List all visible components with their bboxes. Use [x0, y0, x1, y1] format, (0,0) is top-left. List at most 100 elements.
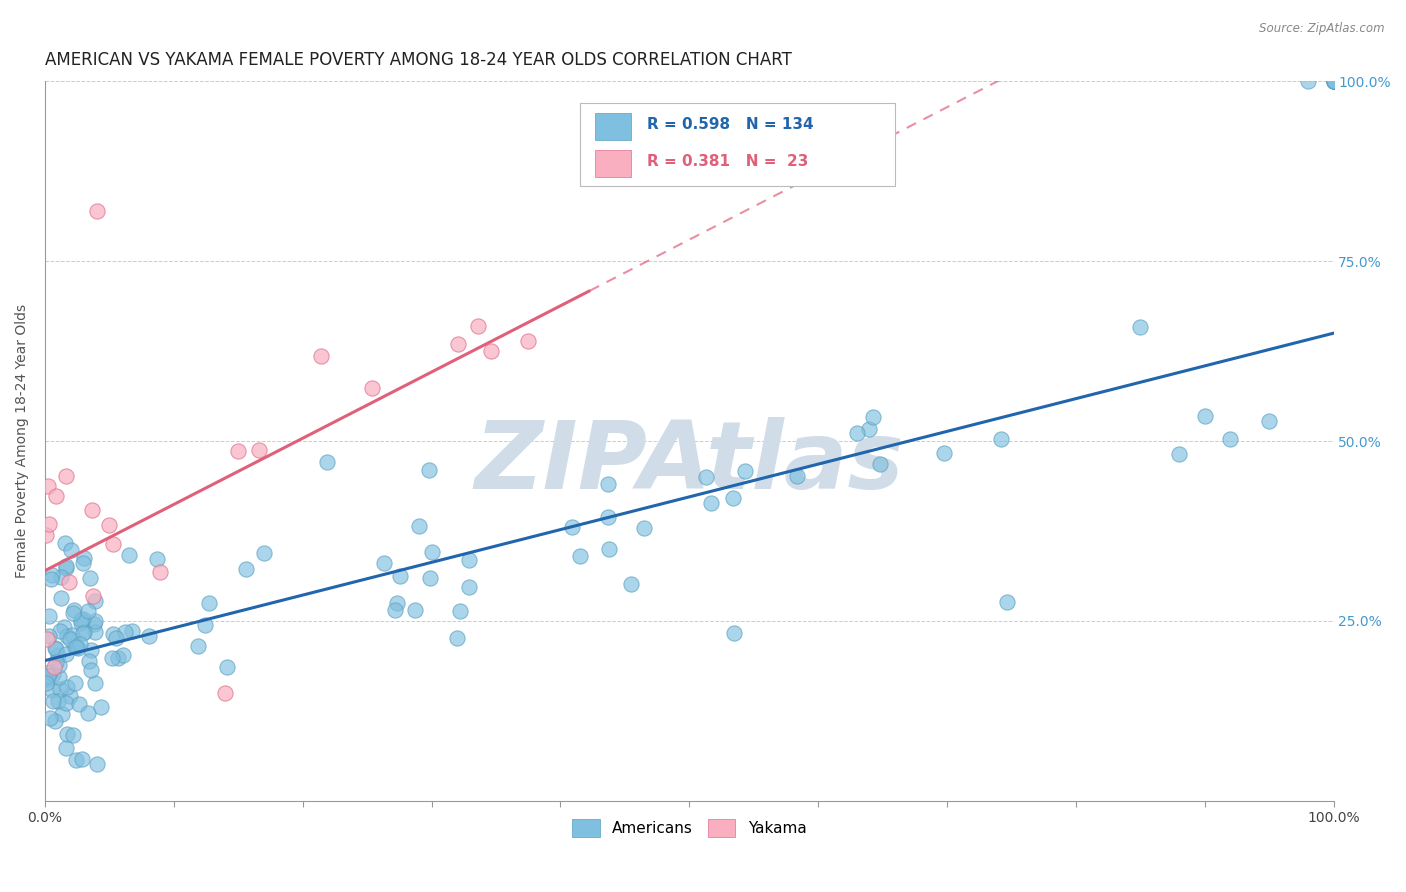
- Point: [42, 694, 65, 708]
- Point: [446, 336, 468, 351]
- Point: [77, 653, 100, 667]
- Point: [194, 618, 217, 632]
- Point: [38, 608, 60, 623]
- Point: [995, 595, 1018, 609]
- Point: [1322, 74, 1344, 88]
- Point: [598, 477, 620, 491]
- Point: [1322, 74, 1344, 88]
- Point: [420, 545, 443, 559]
- Point: [35, 527, 58, 541]
- Point: [568, 549, 591, 564]
- Point: [83, 594, 105, 608]
- Point: [699, 496, 721, 510]
- Point: [1129, 320, 1152, 334]
- Legend: Americans, Yakama: Americans, Yakama: [567, 813, 813, 844]
- Point: [44, 714, 66, 729]
- Point: [786, 468, 808, 483]
- Point: [70, 615, 93, 630]
- Point: [404, 603, 426, 617]
- Point: [138, 629, 160, 643]
- Point: [49, 682, 72, 697]
- Point: [34, 676, 56, 690]
- Point: [253, 546, 276, 560]
- Point: [103, 537, 125, 551]
- Point: [869, 457, 891, 471]
- Point: [1167, 447, 1189, 461]
- Point: [1194, 409, 1216, 423]
- Point: [73, 551, 96, 566]
- Text: ZIPAtlas: ZIPAtlas: [474, 417, 904, 508]
- Point: [217, 660, 239, 674]
- Point: [72, 625, 94, 640]
- Point: [37, 668, 59, 682]
- Point: [384, 603, 406, 617]
- Point: [561, 520, 583, 534]
- Point: [449, 604, 471, 618]
- Point: [101, 626, 124, 640]
- Point: [111, 648, 134, 662]
- Point: [315, 455, 337, 469]
- Point: [48, 624, 70, 638]
- Point: [69, 637, 91, 651]
- Point: [65, 640, 87, 655]
- Point: [1322, 74, 1344, 88]
- Point: [990, 432, 1012, 446]
- Point: [55, 696, 77, 710]
- Point: [72, 556, 94, 570]
- Point: [62, 606, 84, 620]
- Point: [309, 349, 332, 363]
- Point: [60, 543, 83, 558]
- Point: [65, 676, 87, 690]
- Point: [86, 756, 108, 771]
- Point: [77, 706, 100, 720]
- Point: [1322, 74, 1344, 88]
- Point: [83, 616, 105, 631]
- Point: [48, 670, 70, 684]
- Point: [408, 519, 430, 533]
- Point: [598, 541, 620, 556]
- Bar: [595, 112, 631, 140]
- Point: [84, 624, 107, 639]
- Point: [734, 464, 756, 478]
- Point: [385, 596, 408, 610]
- Point: [72, 612, 94, 626]
- Point: [107, 650, 129, 665]
- Point: [41, 567, 63, 582]
- Point: [481, 343, 503, 358]
- Point: [66, 640, 89, 655]
- Point: [197, 596, 219, 610]
- Point: [55, 559, 77, 574]
- Point: [388, 569, 411, 583]
- Point: [1219, 432, 1241, 446]
- Point: [1296, 74, 1319, 88]
- Point: [44, 640, 66, 655]
- Point: [63, 639, 86, 653]
- Point: [862, 409, 884, 424]
- Point: [55, 647, 77, 661]
- Point: [72, 626, 94, 640]
- Point: [418, 463, 440, 477]
- Point: [596, 510, 619, 524]
- FancyBboxPatch shape: [579, 103, 896, 186]
- Point: [97, 517, 120, 532]
- Point: [226, 444, 249, 458]
- Point: [51, 570, 73, 584]
- Point: [56, 727, 79, 741]
- Point: [214, 686, 236, 700]
- Point: [45, 642, 67, 657]
- Point: [90, 699, 112, 714]
- Point: [55, 680, 77, 694]
- Point: [932, 445, 955, 459]
- Point: [38, 629, 60, 643]
- Point: [1322, 74, 1344, 88]
- Point: [247, 442, 270, 457]
- Point: [723, 491, 745, 506]
- Point: [361, 381, 384, 395]
- Point: [633, 521, 655, 535]
- Point: [55, 740, 77, 755]
- Point: [37, 478, 59, 492]
- Point: [45, 655, 67, 669]
- Point: [48, 694, 70, 708]
- Point: [37, 672, 59, 686]
- Point: [46, 648, 69, 663]
